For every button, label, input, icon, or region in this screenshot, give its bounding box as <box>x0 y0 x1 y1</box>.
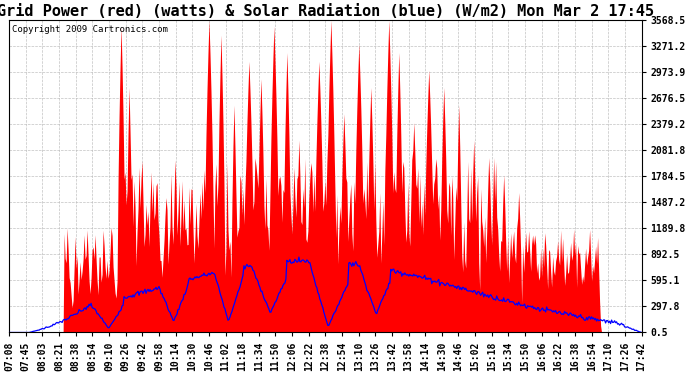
Title: Grid Power (red) (watts) & Solar Radiation (blue) (W/m2) Mon Mar 2 17:45: Grid Power (red) (watts) & Solar Radiati… <box>0 4 654 19</box>
Text: Copyright 2009 Cartronics.com: Copyright 2009 Cartronics.com <box>12 25 168 34</box>
